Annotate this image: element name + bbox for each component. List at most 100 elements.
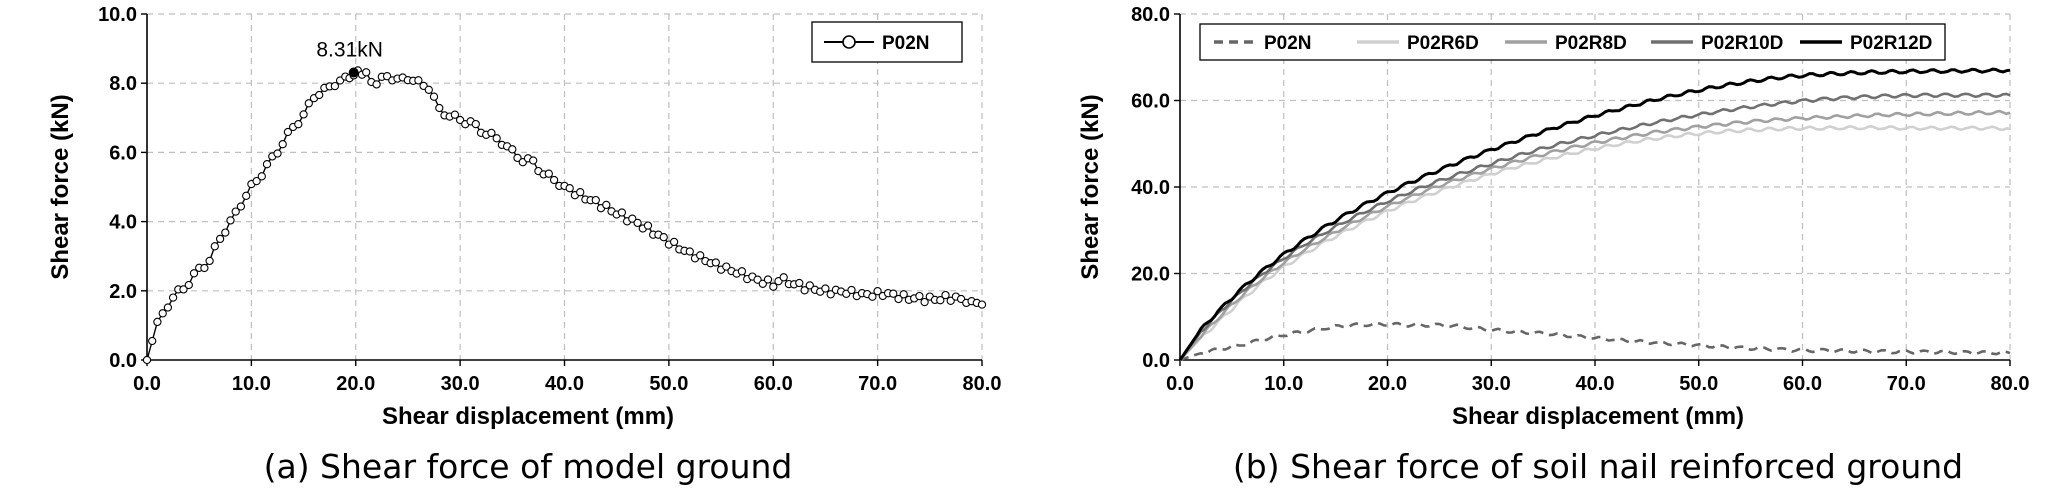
data-point: [492, 134, 501, 143]
data-point: [758, 279, 767, 288]
data-point: [242, 191, 251, 200]
data-point: [210, 242, 219, 251]
legend-label-p02n: P02N: [1264, 33, 1312, 54]
chart-b-axes: [1174, 13, 2011, 366]
data-point: [226, 216, 235, 225]
data-point: [873, 287, 882, 296]
data-point: [215, 234, 225, 244]
data-point: [257, 172, 266, 181]
x-tick-label: 10.0: [232, 373, 271, 395]
chart-a-annotation: 8.31kN: [316, 38, 383, 78]
data-point: [184, 280, 193, 290]
series-line-p02n: [1179, 321, 2011, 362]
data-point: [435, 103, 444, 113]
x-tick-label: 0.0: [1166, 373, 1194, 395]
data-point: [273, 149, 282, 158]
x-tick-label: 80.0: [963, 373, 1002, 395]
data-point: [977, 300, 987, 309]
data-point: [283, 127, 293, 137]
x-tick-label: 60.0: [1783, 373, 1822, 395]
data-point: [424, 85, 433, 94]
legend-swatch-marker: [842, 35, 856, 49]
data-point: [179, 285, 188, 294]
data-point: [362, 68, 371, 77]
y-tick-label: 60.0: [1131, 91, 1170, 113]
chart-a-caption: (a) Shear force of model ground: [264, 447, 793, 486]
chart-a-legend: P02N: [811, 21, 963, 63]
x-tick-label: 40.0: [545, 373, 584, 395]
chart-a-x-axis-label: Shear displacement (mm): [382, 403, 674, 430]
data-point: [158, 309, 167, 318]
data-point: [868, 292, 877, 301]
chart-b-tick-labels: 0.0 10.0 20.0 30.0 40.0 50.0 60.0 70.0 80.0 0.0 20…: [1131, 4, 2029, 395]
series-line-p02r10d: [1178, 92, 2011, 361]
data-point: [236, 202, 246, 211]
data-point: [779, 273, 788, 282]
x-tick-label: 30.0: [1472, 373, 1511, 395]
chart-panel-b: 0.0 10.0 20.0 30.0 40.0 50.0 60.0 70.0 80.0 0.0 20…: [1077, 4, 2029, 486]
data-point: [262, 160, 272, 169]
data-point: [826, 290, 835, 299]
data-point: [294, 120, 303, 129]
y-tick-label: 80.0: [1131, 4, 1170, 26]
data-point: [153, 317, 162, 327]
x-tick-label: 70.0: [858, 373, 897, 395]
data-point: [763, 275, 773, 284]
data-point: [549, 175, 559, 185]
peak-label: 8.31kN: [316, 38, 383, 61]
x-tick-label: 20.0: [1368, 373, 1407, 395]
chart-b-legend: P02N P02R6D P02R8D P02R10D P02R12D: [1199, 23, 1946, 61]
data-point: [633, 218, 642, 228]
data-point: [769, 282, 778, 291]
data-point: [659, 233, 668, 242]
data-point: [722, 262, 731, 271]
data-point: [205, 256, 214, 266]
legend-label-p02r6d: P02R6D: [1407, 33, 1479, 54]
data-point: [915, 291, 924, 301]
chart-panel-a: 0.0 10.0 20.0 30.0 40.0 50.0 60.0 70.0 80.0 0.0 2.…: [47, 4, 1001, 486]
x-tick-label: 20.0: [336, 373, 375, 395]
y-tick-label: 0.0: [1142, 350, 1170, 372]
x-tick-label: 50.0: [1679, 373, 1718, 395]
data-point: [617, 208, 627, 217]
legend-label-p02r10d: P02R10D: [1701, 33, 1783, 54]
data-point: [602, 200, 611, 210]
data-point: [941, 290, 950, 300]
data-point: [414, 76, 423, 85]
x-tick-label: 80.0: [1991, 373, 2030, 395]
data-point: [163, 303, 173, 312]
y-tick-label: 8.0: [109, 73, 137, 95]
chart-b-caption: (b) Shear force of soil nail reinforced …: [1233, 447, 1963, 486]
legend-label-p02n: P02N: [882, 33, 930, 54]
data-point: [628, 214, 637, 223]
legend-label-p02r8d: P02R8D: [1555, 33, 1627, 54]
data-point: [221, 228, 230, 237]
series-line-p02r12d: [1178, 67, 2011, 361]
data-point: [471, 119, 480, 129]
data-point: [252, 176, 261, 186]
data-point: [544, 169, 553, 178]
data-point: [148, 336, 157, 346]
data-point: [894, 294, 903, 304]
data-point: [805, 281, 814, 290]
data-point: [372, 80, 381, 89]
x-tick-label: 50.0: [649, 373, 688, 395]
data-point: [565, 184, 574, 193]
x-tick-label: 60.0: [754, 373, 793, 395]
data-point: [847, 285, 856, 295]
data-point: [643, 221, 653, 230]
chart-a-tick-labels: 0.0 10.0 20.0 30.0 40.0 50.0 60.0 70.0 80.0 0.0 2.…: [98, 4, 1001, 395]
data-point: [278, 140, 287, 149]
data-point: [168, 293, 178, 302]
data-point: [304, 99, 313, 108]
data-point: [591, 195, 600, 205]
data-point: [685, 247, 694, 256]
data-point: [513, 153, 522, 163]
data-point: [330, 81, 340, 91]
data-point: [889, 289, 898, 298]
data-point: [800, 286, 809, 295]
data-point: [920, 297, 929, 307]
chart-a-y-axis-label: Shear force (kN): [47, 94, 74, 279]
data-point: [696, 251, 705, 260]
